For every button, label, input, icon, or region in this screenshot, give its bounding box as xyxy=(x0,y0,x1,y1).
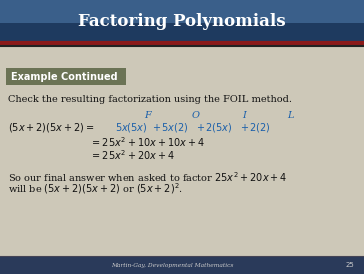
Text: Factoring Polynomials: Factoring Polynomials xyxy=(78,13,286,30)
Text: $(5x + 2)(5x + 2)=$: $(5x + 2)(5x + 2)=$ xyxy=(8,121,95,135)
Text: $=25x^2+10x+10x+4$: $=25x^2+10x+10x+4$ xyxy=(90,135,205,149)
Text: F: F xyxy=(145,110,151,119)
Text: Example Continued: Example Continued xyxy=(11,72,118,81)
Text: So our final answer when asked to factor $25x^2+20x+4$: So our final answer when asked to factor… xyxy=(8,170,288,184)
Bar xyxy=(0,0,364,23)
Text: $5x(5x)$: $5x(5x)$ xyxy=(115,121,148,135)
Text: $=25x^2+20x+4$: $=25x^2+20x+4$ xyxy=(90,148,175,162)
Text: O: O xyxy=(192,110,200,119)
Bar xyxy=(0,0,364,42)
Text: L: L xyxy=(287,110,293,119)
Text: will be $(5x+2)(5x+2)$ or $(5x+2)^2$.: will be $(5x+2)(5x+2)$ or $(5x+2)^2$. xyxy=(8,182,183,196)
Text: I: I xyxy=(242,110,246,119)
Text: $+\, 2(2)$: $+\, 2(2)$ xyxy=(240,121,271,135)
Text: 25: 25 xyxy=(346,262,355,268)
Bar xyxy=(6,68,126,85)
Bar xyxy=(0,256,364,274)
Text: $+\, 5x(2)$: $+\, 5x(2)$ xyxy=(152,121,189,135)
Text: Martin-Gay, Developmental Mathematics: Martin-Gay, Developmental Mathematics xyxy=(111,262,233,267)
Text: $+\, 2(5x)$: $+\, 2(5x)$ xyxy=(196,121,233,135)
Text: Check the resulting factorization using the FOIL method.: Check the resulting factorization using … xyxy=(8,95,292,104)
